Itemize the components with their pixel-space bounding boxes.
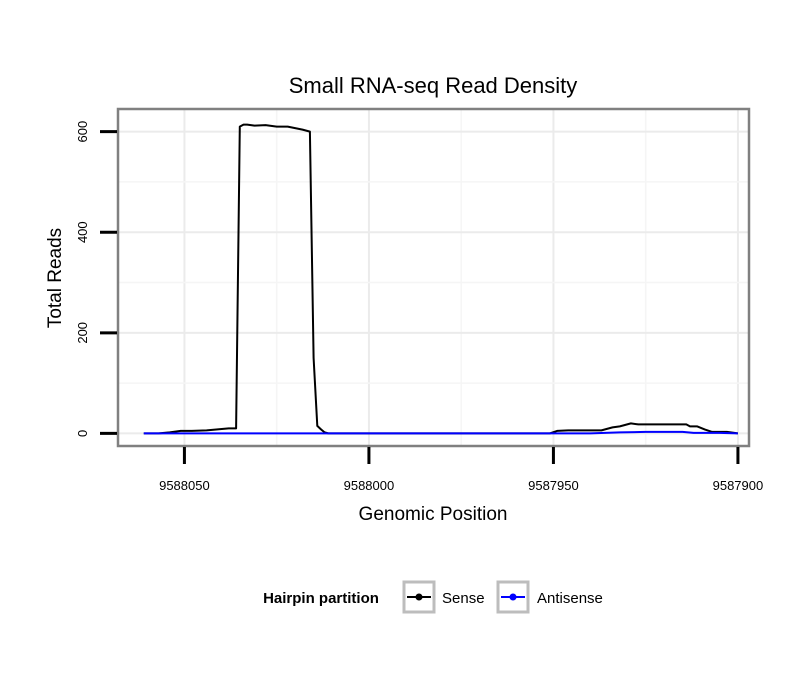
y-tick-label: 0	[75, 430, 90, 437]
legend-label-sense: Sense	[442, 590, 485, 607]
legend-title: Hairpin partition	[263, 590, 379, 607]
series-line-sense	[143, 123, 739, 435]
axis-layer: 9588050 9588000 9587950 9587900 0 200 400 600	[75, 121, 763, 493]
legend: Hairpin partition Sense Antisense	[263, 580, 603, 614]
y-tick-label: 200	[75, 322, 90, 344]
legend-point-sense	[415, 593, 423, 601]
grid-layer	[118, 109, 749, 446]
x-axis-label: Genomic Position	[359, 504, 508, 525]
series-layer	[143, 123, 739, 435]
legend-label-antisense: Antisense	[537, 590, 603, 607]
series-line-antisense	[143, 430, 738, 435]
legend-point-antisense	[509, 593, 517, 601]
y-axis-label: Total Reads	[45, 228, 66, 328]
x-tick-label: 9587900	[713, 478, 764, 493]
x-tick-label: 9588050	[159, 478, 210, 493]
x-tick-label: 9587950	[528, 478, 579, 493]
chart-title: Small RNA-seq Read Density	[289, 73, 578, 98]
y-tick-label: 600	[75, 121, 90, 143]
plot-panel-border	[116, 107, 751, 448]
y-tick-label: 400	[75, 221, 90, 243]
x-tick-label: 9588000	[344, 478, 395, 493]
